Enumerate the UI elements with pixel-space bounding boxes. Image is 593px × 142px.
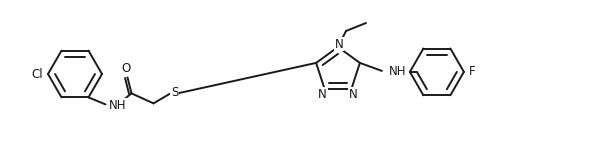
Text: N: N <box>349 88 358 101</box>
Text: NH: NH <box>109 99 126 112</box>
Text: NH: NH <box>389 65 406 78</box>
Text: S: S <box>171 86 178 99</box>
Text: F: F <box>469 65 476 78</box>
Text: N: N <box>318 88 327 101</box>
Text: Cl: Cl <box>31 67 43 81</box>
Text: O: O <box>121 62 130 75</box>
Text: N: N <box>334 37 343 51</box>
